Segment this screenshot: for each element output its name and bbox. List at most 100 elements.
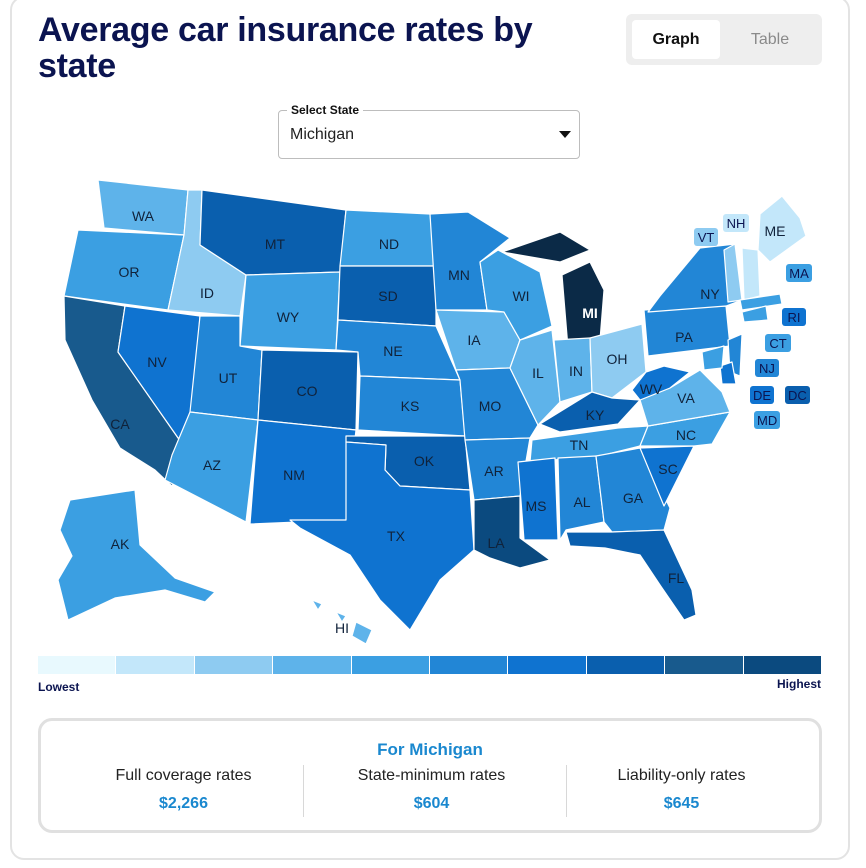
state-label-al: AL <box>573 494 590 510</box>
state-label-va: VA <box>677 390 695 406</box>
state-label-la: LA <box>487 535 505 551</box>
color-legend <box>38 656 822 674</box>
state-minimum-label: State-minimum rates <box>357 767 506 784</box>
view-toggle: Graph Table <box>626 14 822 65</box>
state-label-co: CO <box>297 383 318 399</box>
state-label-ia: IA <box>467 332 481 348</box>
state-tag-dc[interactable]: DC <box>785 386 810 404</box>
state-select[interactable]: Select State Michigan <box>278 103 580 159</box>
state-label-ca: CA <box>110 416 130 432</box>
state-label-ny: NY <box>700 286 720 302</box>
state-label-wv: WV <box>640 381 663 397</box>
state-label-ar: AR <box>484 463 503 479</box>
rates-title: For Michigan <box>377 740 483 759</box>
divider <box>303 765 304 817</box>
state-label-tx: TX <box>387 528 406 544</box>
state-la[interactable] <box>473 495 551 569</box>
state-sc[interactable] <box>639 445 695 507</box>
state-tag-md[interactable]: MD <box>754 411 781 429</box>
legend-swatch-4 <box>273 656 351 674</box>
state-label-ok: OK <box>414 453 435 469</box>
state-label-mt: MT <box>265 236 286 252</box>
state-label-hi: HI <box>335 620 349 636</box>
state-hi[interactable] <box>311 599 373 645</box>
state-label-wa: WA <box>132 208 155 224</box>
state-label-wi: WI <box>512 288 529 304</box>
state-label-fl: FL <box>668 570 685 586</box>
state-label-nm: NM <box>283 467 305 483</box>
state-ma[interactable] <box>739 293 783 311</box>
state-label-or: OR <box>119 264 140 280</box>
state-ms[interactable] <box>517 457 559 541</box>
state-label-il: IL <box>532 365 544 381</box>
full-coverage-label: Full coverage rates <box>115 767 252 784</box>
state-label-me: ME <box>765 223 786 239</box>
state-az[interactable] <box>164 411 259 523</box>
state-de[interactable] <box>719 361 737 385</box>
liability-only-label: Liability-only rates <box>617 767 746 784</box>
state-label-ky: KY <box>586 407 605 423</box>
state-tag-de[interactable]: DE <box>750 386 775 404</box>
state-label-pa: PA <box>675 329 693 345</box>
state-wv[interactable] <box>631 365 691 401</box>
state-il[interactable] <box>509 329 561 426</box>
legend-swatch-9 <box>665 656 743 674</box>
legend-swatch-1 <box>38 656 116 674</box>
state-label-ut: UT <box>219 370 238 386</box>
state-label-ms: MS <box>526 498 547 514</box>
state-label-nd: ND <box>379 236 399 252</box>
state-label-oh: OH <box>607 351 628 367</box>
state-label-sc: SC <box>658 461 677 477</box>
state-minimum-col: State-minimum rates $604 <box>301 767 562 813</box>
state-ak[interactable] <box>57 489 216 621</box>
page-title: Average car insurance rates by state <box>38 11 533 85</box>
state-label-nc: NC <box>676 427 696 443</box>
state-minimum-value: $604 <box>413 795 450 812</box>
state-label-ne: NE <box>383 343 402 359</box>
table-tab[interactable]: Table <box>750 30 790 48</box>
state-tag-nj[interactable]: NJ <box>755 359 779 377</box>
state-fl[interactable] <box>565 529 697 621</box>
state-label-az: AZ <box>203 457 221 473</box>
legend-low-label: Lowest <box>38 680 80 694</box>
state-mi[interactable] <box>501 231 605 349</box>
state-tag-ma[interactable]: MA <box>786 264 812 282</box>
state-tag-vt[interactable]: VT <box>694 228 718 246</box>
state-label-mo: MO <box>479 398 502 414</box>
state-oh[interactable] <box>589 323 647 399</box>
caret-down-icon <box>559 131 571 138</box>
state-label-ga: GA <box>623 490 644 506</box>
full-coverage-col: Full coverage rates $2,266 <box>53 767 314 813</box>
select-value: Michigan <box>290 126 355 143</box>
full-coverage-value: $2,266 <box>159 795 208 812</box>
select-label: Select State <box>287 103 364 117</box>
state-tx[interactable] <box>289 441 475 631</box>
state-nh[interactable] <box>741 247 761 301</box>
state-label-wy: WY <box>277 309 300 325</box>
divider <box>566 765 567 817</box>
legend-swatch-7 <box>508 656 586 674</box>
state-label-sd: SD <box>378 288 397 304</box>
liability-only-col: Liability-only rates $645 <box>551 767 812 813</box>
state-wi[interactable] <box>479 249 553 341</box>
state-label-nv: NV <box>147 354 167 370</box>
graph-tab[interactable]: Graph <box>632 20 720 59</box>
state-tag-ri[interactable]: RI <box>782 308 806 326</box>
legend-swatch-2 <box>116 656 194 674</box>
state-label-mn: MN <box>448 267 470 283</box>
legend-swatch-5 <box>351 656 430 674</box>
state-label-mi: MI <box>582 305 598 321</box>
legend-swatch-10 <box>743 656 822 674</box>
state-label-in: IN <box>569 363 583 379</box>
state-label-tn: TN <box>570 437 589 453</box>
state-ct[interactable] <box>741 305 769 323</box>
legend-swatch-8 <box>586 656 665 674</box>
state-tag-nh[interactable]: NH <box>723 214 749 232</box>
state-label-ks: KS <box>401 398 420 414</box>
legend-high-label: Highest <box>776 677 821 691</box>
state-md[interactable] <box>701 345 725 371</box>
state-label-id: ID <box>200 285 214 301</box>
state-tag-ct[interactable]: CT <box>765 334 791 352</box>
state-al[interactable] <box>557 455 605 541</box>
